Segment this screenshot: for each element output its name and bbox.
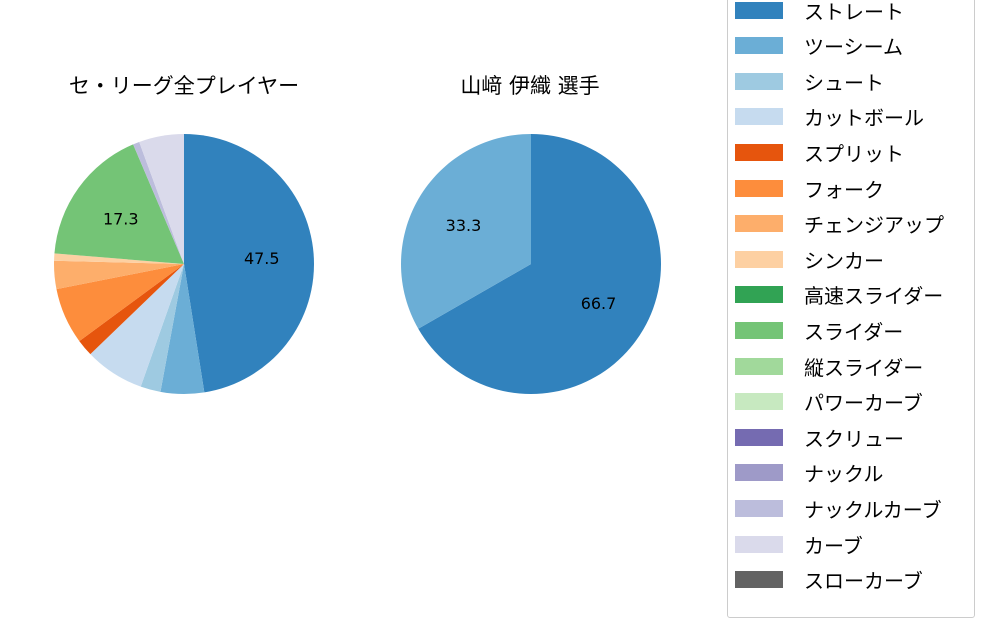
pie-slice [90, 264, 184, 387]
legend-item: スクリュー [735, 425, 904, 451]
legend-label: フォーク [804, 177, 884, 202]
pie-slice [418, 134, 662, 394]
pie-slice [54, 253, 185, 264]
legend-swatch [735, 1, 783, 19]
legend-label: スクリュー [804, 426, 904, 451]
legend-item: シンカー [735, 247, 884, 273]
legend-label: スプリット [804, 141, 904, 166]
legend-item: 縦スライダー [735, 354, 924, 380]
pie-slice [133, 141, 184, 264]
legend-item: ストレート [735, 0, 904, 24]
slice-label: 33.3 [446, 216, 482, 235]
legend-label: カーブ [804, 533, 863, 558]
legend-swatch [735, 393, 783, 411]
legend-item: ツーシーム [735, 34, 903, 60]
pie-slice [139, 134, 184, 264]
legend-label: シンカー [804, 248, 884, 273]
legend-item: ナックル [735, 461, 884, 487]
pie-slice [56, 264, 184, 342]
pie-slice [79, 264, 184, 355]
legend-swatch [735, 215, 783, 233]
legend-swatch [735, 428, 783, 446]
pie-slice [54, 144, 185, 264]
legend-swatch [735, 286, 783, 304]
legend-label: ストレート [804, 0, 904, 24]
pie-charts: 47.5 17.3 66.7 33.3 [53, 133, 662, 394]
legend-swatch [735, 321, 783, 339]
legend: ストレートツーシームシュートカットボール スプリットフォークチェンジアップ シンカー… [727, 0, 975, 618]
legend-label: シュート [804, 70, 884, 95]
legend-label: カットボール [804, 106, 924, 131]
legend-swatch [735, 250, 783, 268]
pie-slice [401, 133, 532, 329]
legend-label: ナックル [804, 462, 884, 487]
legend-item: シュート [735, 69, 884, 95]
legend-label: 縦スライダー [804, 355, 924, 380]
legend-swatch [735, 72, 783, 90]
legend-swatch [735, 464, 783, 482]
pie-league: 47.5 17.3 [53, 134, 314, 394]
chart-title-player: 山﨑 伊織 選手 [460, 74, 600, 98]
slice-label: 66.7 [581, 294, 617, 313]
legend-label: スローカーブ [804, 569, 923, 594]
legend-item: ナックルカーブ [735, 496, 942, 522]
slice-label: 17.3 [103, 209, 139, 228]
legend-swatch [735, 357, 783, 375]
chart-title-league: セ・リーグ全プレイヤー [68, 74, 300, 98]
pie-slice [184, 134, 314, 393]
slice-label: 47.5 [244, 249, 280, 268]
pie-slice [140, 264, 184, 392]
legend-swatch [735, 143, 783, 161]
legend-swatch [735, 499, 783, 517]
legend-swatch [735, 179, 783, 197]
legend-swatch [735, 108, 783, 126]
legend-item: チェンジアップ [735, 212, 944, 238]
legend-item: スローカーブ [735, 568, 923, 594]
legend-item: スプリット [735, 140, 904, 166]
legend-label: パワーカーブ [804, 391, 923, 416]
legend-item: 高速スライダー [735, 283, 944, 309]
legend-item: カーブ [735, 532, 863, 558]
legend-item: パワーカーブ [735, 390, 923, 416]
legend-swatch [735, 571, 783, 589]
legend-item: スライダー [735, 318, 904, 344]
pie-slice [53, 260, 184, 290]
legend-label: 高速スライダー [804, 284, 944, 309]
legend-item: フォーク [735, 176, 884, 202]
pie-player: 66.7 33.3 [401, 133, 662, 394]
legend-item: カットボール [735, 105, 924, 131]
pie-slice [160, 264, 205, 394]
legend-label: ツーシーム [804, 35, 903, 60]
legend-label: ナックルカーブ [804, 497, 942, 522]
legend-label: スライダー [804, 319, 904, 344]
legend-swatch [735, 535, 783, 553]
legend-label: チェンジアップ [804, 213, 944, 238]
legend-swatch [735, 37, 783, 55]
